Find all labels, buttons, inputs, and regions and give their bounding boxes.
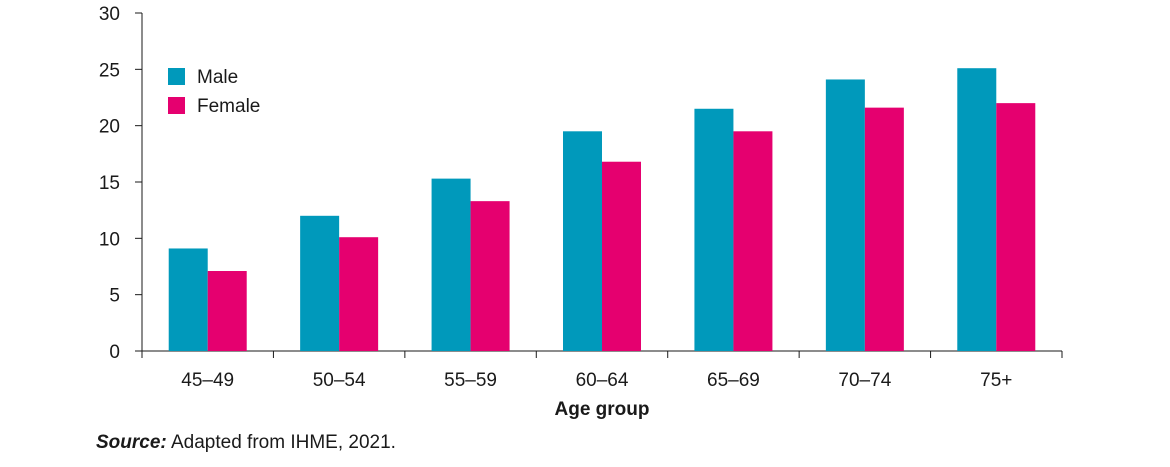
x-tick-label: 70–74 xyxy=(838,370,891,391)
y-tick-label: 15 xyxy=(99,173,120,194)
x-axis-title: Age group xyxy=(555,399,650,420)
source-text: Adapted from IHME, 2021. xyxy=(166,432,396,453)
bars xyxy=(168,68,1036,352)
x-tick-label: 65–69 xyxy=(707,370,760,391)
x-tick-label: 50–54 xyxy=(313,370,366,391)
legend-label-male: Male xyxy=(197,67,238,88)
x-axis: 45–49 50–54 55–59 60–64 65–69 70–74 75+ xyxy=(141,350,1063,391)
bar-female-3 xyxy=(470,201,510,351)
bar-male-1 xyxy=(168,248,208,351)
x-tick-label: 75+ xyxy=(980,370,1012,391)
legend: Male Female xyxy=(168,67,260,117)
bar-female-6 xyxy=(864,107,904,351)
x-tick-label: 45–49 xyxy=(181,370,234,391)
bar-female-2 xyxy=(339,237,379,351)
bar-female-1 xyxy=(207,271,247,351)
bar-male-7 xyxy=(957,68,997,351)
bar-male-4 xyxy=(563,131,602,351)
legend-swatch-male xyxy=(168,68,185,85)
y-tick-label: 0 xyxy=(109,342,120,363)
y-tick-label: 25 xyxy=(99,60,120,81)
source-note: Source: Adapted from IHME, 2021. xyxy=(96,432,396,454)
bar-male-6 xyxy=(825,79,865,352)
x-tick-label: 60–64 xyxy=(576,370,629,391)
y-tick-label: 20 xyxy=(99,117,120,138)
y-tick-label: 10 xyxy=(99,229,120,250)
y-tick-label: 30 xyxy=(99,4,120,25)
x-tick-label: 55–59 xyxy=(444,370,497,391)
y-tick-label: 5 xyxy=(109,286,120,307)
source-label: Source: xyxy=(96,432,167,453)
bar-female-7 xyxy=(996,103,1036,351)
bar-male-5 xyxy=(694,108,734,352)
bar-male-2 xyxy=(300,215,340,351)
bar-male-3 xyxy=(431,178,471,351)
bar-chart: 0 5 10 15 20 25 30 45–49 50–54 55–59 60–64 65–69 70… xyxy=(99,4,1063,420)
legend-swatch-female xyxy=(168,97,185,114)
y-axis: 0 5 10 15 20 25 30 xyxy=(99,4,143,363)
legend-label-female: Female xyxy=(197,96,260,117)
bar-female-4 xyxy=(602,161,641,351)
bar-female-5 xyxy=(733,131,773,351)
